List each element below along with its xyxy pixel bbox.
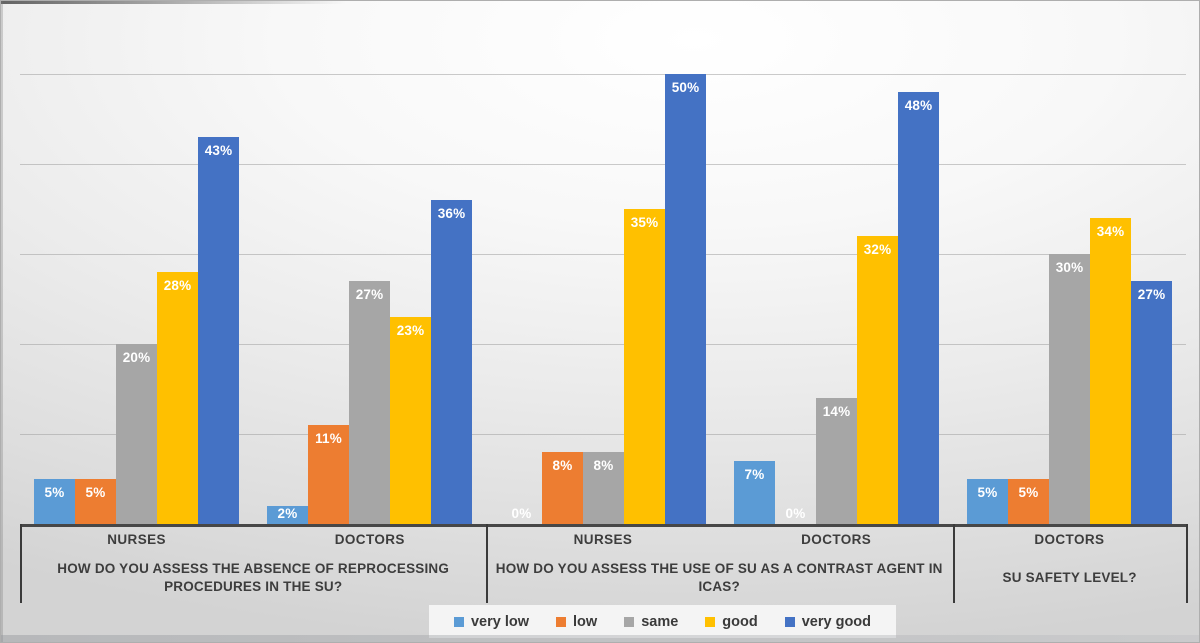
legend-swatch-icon — [624, 616, 635, 627]
bar-good — [390, 317, 431, 524]
photo-edge-left — [1, 1, 3, 642]
bar-very-good — [431, 200, 472, 524]
bar-low — [308, 425, 349, 524]
bar-same — [583, 452, 624, 524]
legend-swatch-icon — [705, 616, 716, 627]
bar-value-label: 5% — [44, 485, 65, 500]
bar-value-label: 14% — [822, 404, 851, 419]
bar-very-good — [198, 137, 239, 524]
bar-same — [116, 344, 157, 524]
bar-value-label: 8% — [593, 458, 614, 473]
bar-very-low — [34, 479, 75, 524]
legend-item-low: low — [556, 614, 597, 630]
legend-swatch-icon — [784, 616, 795, 627]
axis-separator-0 — [20, 524, 22, 603]
bar-good — [1090, 218, 1131, 524]
axis-sub-label-nurses: NURSES — [573, 532, 633, 547]
bar-same — [1049, 254, 1090, 524]
bar-value-label: 20% — [122, 350, 151, 365]
bar-value-label: 50% — [671, 80, 700, 95]
legend-swatch-icon — [453, 616, 464, 627]
bar-value-label: 7% — [744, 467, 765, 482]
axis-sub-label-doctors: DOCTORS — [1034, 532, 1105, 547]
axis-separator-3 — [1186, 524, 1188, 603]
bar-very-low — [267, 506, 308, 524]
bar-value-label: 27% — [1137, 287, 1166, 302]
bar-value-label: 23% — [396, 323, 425, 338]
bar-value-label: 5% — [977, 485, 998, 500]
gridline-10pct — [20, 434, 1186, 435]
axis-sub-label-doctors: DOCTORS — [334, 532, 405, 547]
legend-label: same — [641, 613, 679, 630]
bar-value-label: 43% — [204, 143, 233, 158]
bar-same — [816, 398, 857, 524]
bar-value-label: 2% — [277, 506, 298, 521]
legend-swatch-icon — [556, 616, 567, 627]
legend-item-very-good: very good — [784, 613, 872, 630]
legend-item-good: good — [705, 613, 758, 630]
bar-value-label: 30% — [1055, 260, 1084, 275]
legend-label: very good — [801, 613, 872, 630]
bar-same — [349, 281, 390, 524]
gridline-40pct — [20, 164, 1186, 165]
gridline-20pct — [20, 344, 1186, 345]
bar-good — [857, 236, 898, 524]
bar-value-label: 0% — [511, 506, 532, 521]
axis-separator-2 — [953, 524, 955, 603]
bar-very-good — [665, 74, 706, 524]
bar-value-label: 8% — [552, 458, 573, 473]
legend: very low low same good very good — [429, 605, 896, 638]
bar-value-label: 5% — [1018, 485, 1039, 500]
legend-item-same: same — [624, 614, 678, 630]
bar-very-good — [1131, 281, 1172, 524]
bar-value-label: 11% — [315, 431, 342, 446]
bar-value-label: 35% — [630, 215, 659, 230]
bar-value-label: 28% — [163, 278, 192, 293]
bar-value-label: 48% — [904, 98, 933, 113]
legend-item-very-low: very low — [453, 613, 530, 630]
x-axis-baseline — [20, 524, 1186, 527]
bar-very-good — [898, 92, 939, 524]
gridline-50pct — [20, 74, 1186, 75]
bar-value-label: 0% — [785, 506, 806, 521]
gridline-30pct — [20, 254, 1186, 255]
bar-good — [157, 272, 198, 524]
bar-low — [542, 452, 583, 524]
photo-edge-top — [1, 1, 346, 4]
bar-good — [624, 209, 665, 524]
bar-low — [75, 479, 116, 524]
legend-label: very low — [470, 613, 530, 630]
axis-sub-label-nurses: NURSES — [107, 532, 166, 547]
axis-sub-label-doctors: DOCTORS — [801, 532, 872, 547]
axis-separator-1 — [486, 524, 488, 603]
bar-very-low — [734, 461, 775, 524]
axis-question-label-1: HOW DO YOU ASSESS THE ABSENCE OF REPROCE… — [57, 561, 450, 594]
bar-low — [1008, 479, 1049, 524]
bar-value-label: 36% — [437, 206, 466, 221]
bar-value-label: 32% — [863, 242, 892, 257]
bar-very-low — [967, 479, 1008, 524]
legend-label: low — [573, 613, 598, 630]
bar-value-label: 34% — [1096, 224, 1125, 239]
axis-question-label-2: HOW DO YOU ASSESS THE USE OF SU AS A CON… — [495, 561, 943, 594]
legend-label: good — [722, 613, 758, 630]
bar-value-label: 27% — [355, 287, 384, 302]
bar-value-label: 5% — [85, 485, 106, 500]
axis-question-label-3: SU SAFETY LEVEL? — [1002, 570, 1137, 585]
